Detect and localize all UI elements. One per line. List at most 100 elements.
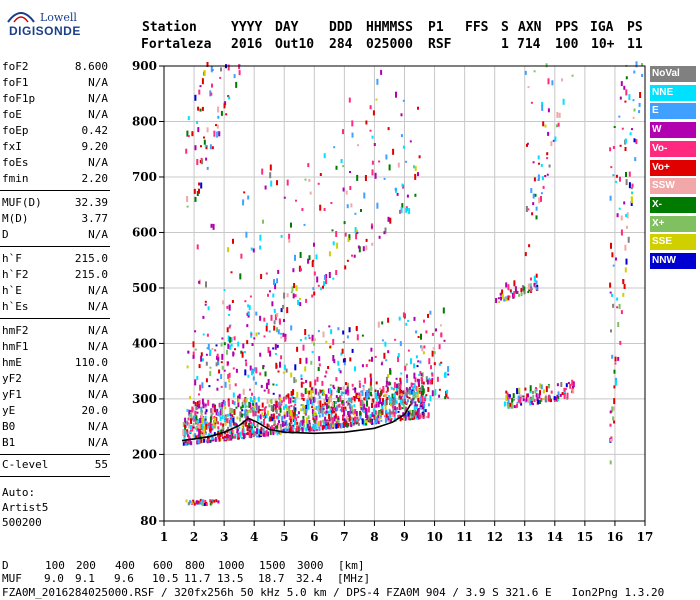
- echo-point: [273, 279, 275, 286]
- echo-point: [522, 398, 525, 402]
- param-value: 2.20: [81, 172, 109, 185]
- param-name: h`F: [2, 252, 22, 265]
- echo-point: [318, 426, 321, 431]
- echo-point: [337, 397, 340, 403]
- echo-point: [325, 370, 328, 374]
- echo-point: [209, 426, 212, 432]
- echo-point: [355, 392, 358, 398]
- echo-point: [203, 427, 206, 434]
- d-scale-label: D: [2, 559, 9, 572]
- echo-point: [264, 185, 267, 190]
- echo-point: [374, 420, 377, 425]
- echo-point: [507, 403, 510, 409]
- echo-point: [228, 383, 231, 390]
- echo-point: [416, 394, 419, 398]
- echo-point: [534, 285, 537, 288]
- echo-point: [243, 191, 246, 194]
- echo-point: [228, 96, 231, 100]
- echo-point: [364, 175, 367, 181]
- echo-point: [204, 403, 207, 407]
- echo-point: [243, 351, 246, 353]
- echo-point: [323, 274, 326, 280]
- echo-point: [421, 372, 424, 378]
- echo-point: [250, 407, 252, 410]
- echo-point: [294, 294, 297, 298]
- echo-point: [498, 301, 501, 303]
- echo-point: [214, 404, 216, 408]
- echo-point: [194, 500, 197, 504]
- echo-point: [285, 428, 288, 431]
- param-value: N/A: [88, 92, 108, 105]
- echo-point: [402, 145, 405, 149]
- echo-point: [308, 390, 311, 395]
- echo-point: [324, 420, 327, 425]
- echo-point: [528, 244, 531, 248]
- echo-point: [214, 349, 217, 352]
- echo-point: [540, 195, 542, 202]
- echo-point: [393, 399, 396, 406]
- echo-point: [323, 208, 326, 211]
- echo-point: [296, 424, 299, 427]
- echo-point: [342, 406, 345, 412]
- echo-point: [290, 222, 292, 228]
- echo-point: [220, 385, 223, 388]
- header-label: Station: [142, 20, 197, 35]
- echo-point: [557, 398, 560, 401]
- echo-point: [288, 238, 291, 243]
- echo-point: [316, 428, 318, 431]
- echo-point: [401, 402, 404, 406]
- x-tick-label: 3: [220, 530, 228, 544]
- echo-point: [225, 113, 228, 116]
- echo-point: [190, 425, 192, 430]
- legend-entry: Vo+: [650, 159, 696, 176]
- echo-point: [404, 365, 407, 371]
- echo-point: [263, 317, 266, 322]
- echo-point: [376, 394, 379, 401]
- echo-point: [224, 419, 226, 422]
- echo-point: [402, 398, 405, 405]
- echo-point: [351, 348, 354, 353]
- echo-point: [232, 351, 235, 357]
- echo-point: [359, 399, 362, 406]
- echo-point: [199, 499, 202, 503]
- echo-point: [381, 321, 384, 325]
- echo-point: [186, 429, 189, 432]
- echo-point: [227, 361, 229, 365]
- param-name: foEp: [2, 124, 29, 137]
- echo-point: [242, 433, 245, 440]
- echo-point: [361, 334, 364, 337]
- echo-point: [567, 382, 570, 384]
- echo-point: [432, 347, 435, 350]
- echo-point: [420, 403, 423, 406]
- echo-point: [269, 399, 272, 403]
- echo-point: [527, 208, 530, 211]
- echo-point: [185, 148, 188, 154]
- echo-point: [391, 393, 394, 399]
- echo-point: [280, 332, 282, 335]
- echo-point: [219, 433, 221, 437]
- echo-point: [500, 296, 502, 301]
- header-label: HHMMSS: [366, 20, 413, 35]
- echo-point: [293, 409, 296, 416]
- echo-point: [623, 201, 626, 205]
- echo-point: [399, 415, 402, 422]
- echo-point: [184, 426, 187, 433]
- echo-point: [533, 282, 536, 287]
- echo-point: [199, 423, 202, 430]
- echo-point: [269, 426, 272, 430]
- echo-point: [620, 215, 623, 221]
- echo-point: [189, 500, 192, 504]
- echo-point: [415, 385, 418, 391]
- echo-point: [313, 338, 316, 342]
- echo-point: [387, 127, 390, 131]
- echo-point: [285, 395, 288, 400]
- echo-point: [330, 413, 333, 420]
- echo-point: [413, 415, 416, 420]
- echo-point: [503, 298, 506, 302]
- echo-point: [292, 400, 295, 403]
- echo-point: [402, 390, 405, 395]
- echo-point: [197, 106, 200, 111]
- echo-point: [631, 128, 633, 131]
- param-name: foEs: [2, 156, 29, 169]
- echo-point: [197, 404, 200, 409]
